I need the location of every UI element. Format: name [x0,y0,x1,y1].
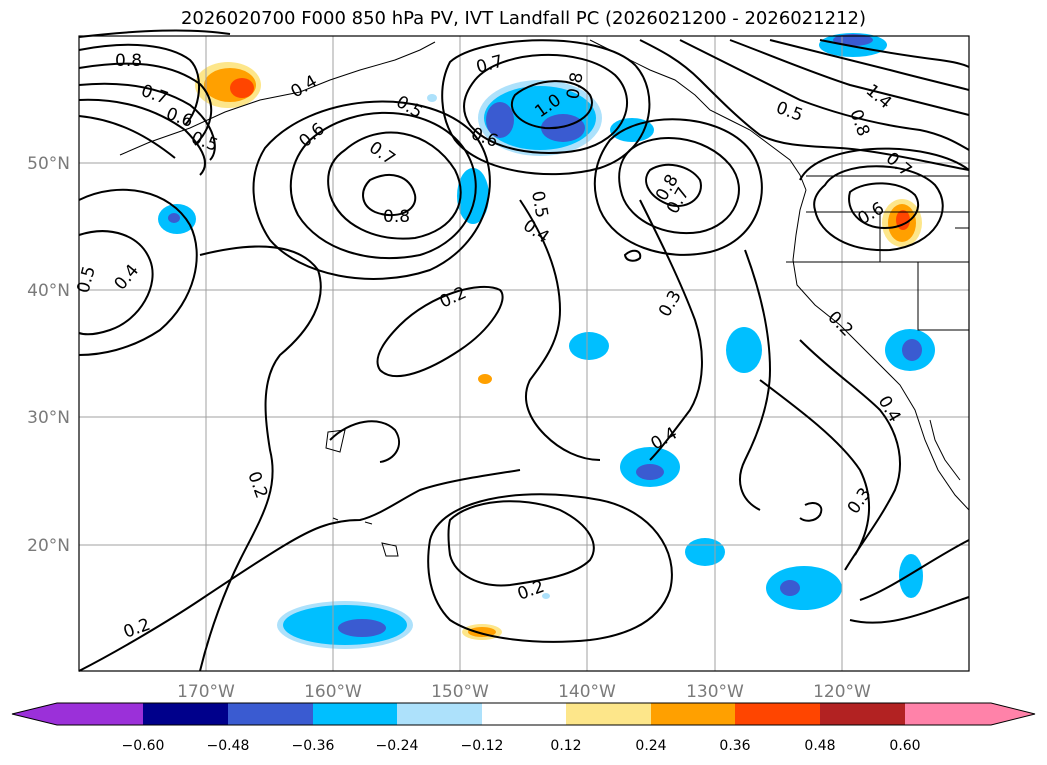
colorbar-tick-label: −0.48 [207,738,250,754]
colorbar-segment [651,703,735,725]
colorbar-tick-label: 0.60 [889,738,920,754]
colorbar-segment [905,703,991,725]
colorbar-segment [482,703,566,725]
contour-label: 0.5 [527,189,551,219]
map-title: 2026020700 F000 850 hPa PV, IVT Landfall… [180,8,867,29]
colorbar-tick-label: −0.36 [292,738,335,754]
lon-labels: 170°W 160°W 150°W 140°W 130°W 120°W [177,682,871,702]
pv-contours [78,29,970,672]
colorbar-tick-labels: −0.60 −0.48 −0.36 −0.24 −0.12 0.12 0.24 … [122,738,921,754]
lon-label: 150°W [431,682,489,702]
lat-label: 20°N [27,536,70,556]
colorbar-segment [820,703,905,725]
contour-label: 0.8 [115,51,142,71]
lon-label: 120°W [813,682,871,702]
colorbar-tick-label: 0.12 [550,738,581,754]
colorbar-tick-label: 0.48 [804,738,835,754]
colorbar-tick-label: −0.12 [461,738,504,754]
colorbar-segment [566,703,651,725]
colorbar-tick-label: −0.60 [122,738,165,754]
coastlines [119,39,970,557]
colorbar-outline [11,702,1036,726]
colorbar: −0.60 −0.48 −0.36 −0.24 −0.12 0.12 0.24 … [11,702,1036,754]
colorbar-segment [397,703,482,725]
colorbar-extend-high [991,703,1035,725]
lat-label: 30°N [27,408,70,428]
shaded-anomalies [158,33,935,649]
lat-label: 50°N [27,154,70,174]
colorbar-segment [143,703,228,725]
lon-label: 170°W [177,682,235,702]
colorbar-segment [228,703,313,725]
map-frame-border [78,35,970,672]
lon-label: 130°W [686,682,744,702]
lat-labels: 50°N 40°N 30°N 20°N [27,154,70,556]
colorbar-tick-label: 0.24 [635,738,666,754]
lon-label: 140°W [558,682,616,702]
lat-label: 40°N [27,281,70,301]
contour-label: 0.8 [383,207,410,227]
colorbar-tick-label: −0.24 [376,738,419,754]
colorbar-segment [57,703,143,725]
colorbar-segment [735,703,820,725]
colorbar-extend-low [12,703,57,725]
contour-label: 0.8 [563,71,587,101]
colorbar-tick-label: 0.36 [719,738,750,754]
gridlines [79,36,969,671]
colorbar-segment [313,703,397,725]
lon-label: 160°W [304,682,362,702]
